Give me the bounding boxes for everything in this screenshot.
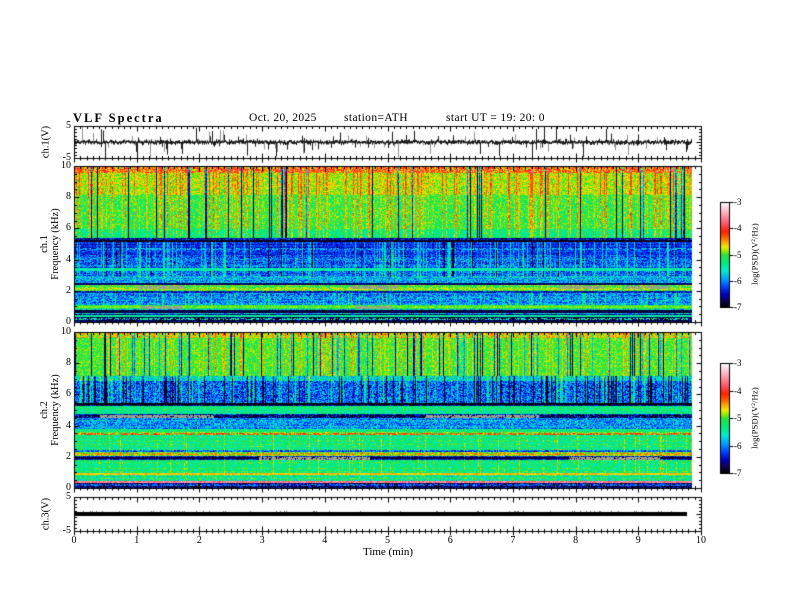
colorbar-tick-label: -4 xyxy=(734,385,742,396)
ch2-frequency-axis-label-line2: Frequency (kHz) xyxy=(50,374,61,446)
x-tick-label: 7 xyxy=(510,535,516,546)
y-tick-label: 6 xyxy=(66,222,71,234)
colorbar-tick-label: -4 xyxy=(734,223,742,234)
page-title: VLF Spectra xyxy=(73,111,164,125)
colorbar2-unit-label: log(PSD)(V²/Hz) xyxy=(749,387,760,449)
ch1-frequency-axis-label-line2: Frequency (kHz) xyxy=(50,208,61,280)
x-tick-label: 2 xyxy=(196,535,202,546)
x-tick-label: 0 xyxy=(71,535,77,546)
colorbar-tick-label: -3 xyxy=(734,358,742,368)
y-tick-label: 2 xyxy=(66,284,71,296)
x-axis-title: Time (min) xyxy=(362,546,413,558)
x-tick-label: 10 xyxy=(696,535,706,546)
y-tick-label: 8 xyxy=(66,191,71,203)
ch2-frequency-axis-label: ch.2 Frequency (kHz) xyxy=(39,374,61,445)
y-tick-label: 10 xyxy=(61,160,71,171)
colorbar-tick-label: -3 xyxy=(734,197,742,207)
x-tick-label: 4 xyxy=(322,535,328,546)
y-tick-label: 4 xyxy=(66,419,71,431)
y-tick-label: 2 xyxy=(66,450,71,462)
y-tick-label: 10 xyxy=(61,326,71,337)
ch1-frequency-axis-label-line1: ch.1 xyxy=(38,235,50,253)
x-tick-label: 3 xyxy=(259,535,265,546)
y-tick-label: 8 xyxy=(66,357,71,369)
colorbar-tick-label: -7 xyxy=(734,468,742,478)
colorbar-tick-label: -6 xyxy=(734,275,742,286)
y-tick-label: -5 xyxy=(62,152,71,163)
colorbar-tick-label: -7 xyxy=(734,302,742,312)
x-tick-label: 1 xyxy=(134,535,140,546)
colorbar1-unit-label: log(PSD)(V²/Hz) xyxy=(749,223,760,285)
y-tick-label: 5 xyxy=(66,491,71,502)
x-tick-label: 8 xyxy=(573,535,579,546)
y-tick-label: 5 xyxy=(66,120,71,131)
ch2-frequency-axis-label-line1: ch.2 xyxy=(38,401,50,419)
colorbar-tick-label: -5 xyxy=(734,249,742,260)
colorbar-tick-label: -6 xyxy=(734,440,742,451)
y-tick-label: 6 xyxy=(66,388,71,400)
x-tick-label: 6 xyxy=(447,535,453,546)
y-tick-label: 0 xyxy=(66,482,71,493)
x-tick-label: 5 xyxy=(385,535,390,546)
x-tick-label: 9 xyxy=(635,535,641,546)
colorbar-tick-label: -5 xyxy=(734,413,742,423)
ch1-frequency-axis-label: ch.1 Frequency (kHz) xyxy=(39,208,61,279)
start-ut-label: start UT = 19: 20: 0 xyxy=(446,112,545,124)
date-label: Oct. 20, 2025 xyxy=(249,112,317,124)
y-tick-label: -5 xyxy=(62,525,71,536)
y-tick-label: 0 xyxy=(66,316,71,327)
station-label: station=ATH xyxy=(344,112,408,124)
y-tick-label: 4 xyxy=(66,253,71,265)
